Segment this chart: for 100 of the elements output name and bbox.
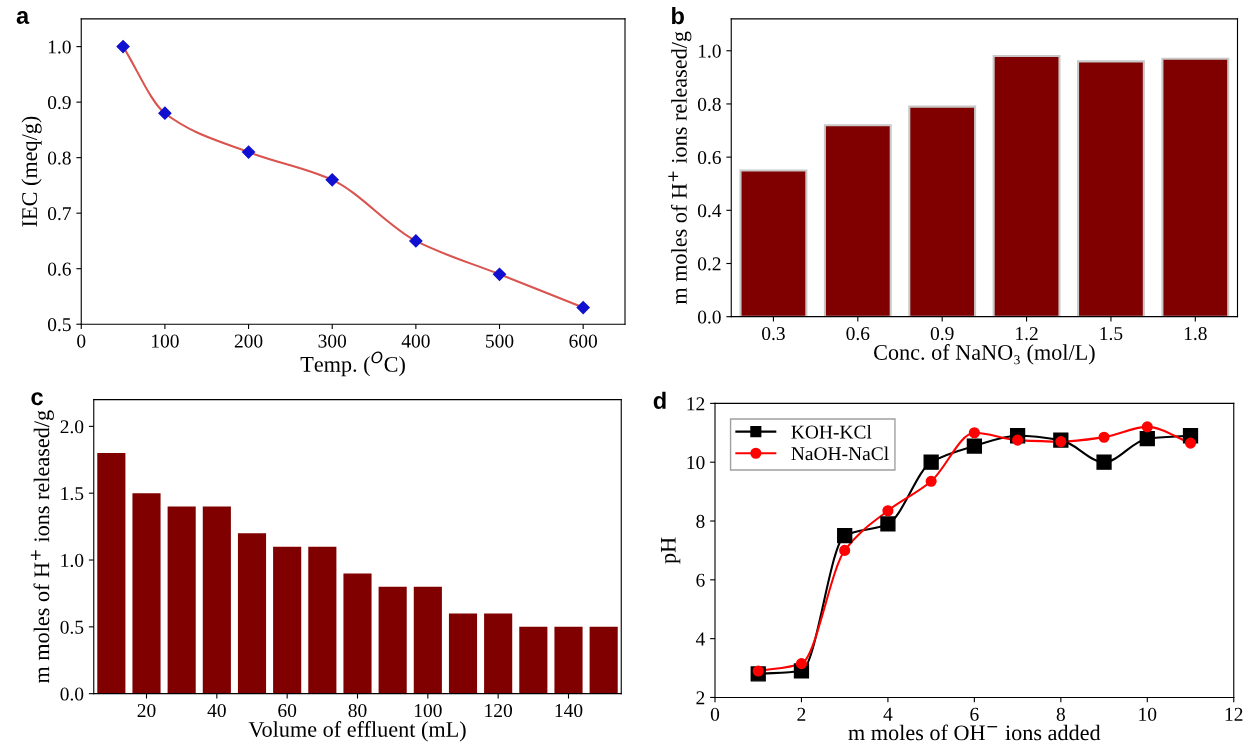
- y-tick-label: 1.0: [48, 40, 71, 54]
- bar: [992, 55, 1061, 317]
- y-tick-label: 1.0: [698, 44, 721, 58]
- bar: [448, 613, 478, 694]
- x-tick-label: 20: [137, 703, 156, 718]
- point: [325, 173, 339, 187]
- y-tick-label: 0.4: [697, 204, 722, 218]
- y-tick-label: 2.0: [60, 420, 84, 434]
- bar: [308, 546, 337, 694]
- x-tick-label: 6: [970, 707, 979, 721]
- x-tick-label: 80: [348, 703, 367, 718]
- x-axis-title: Temp. ($^{O}$C): [300, 351, 405, 377]
- point: [839, 544, 851, 556]
- x-tick-label: 100: [414, 703, 442, 718]
- bar: [554, 626, 583, 694]
- x-tick-label: 2: [797, 707, 806, 721]
- chart-title: b: [672, 6, 684, 25]
- y-tick-label: 0.7: [47, 206, 71, 221]
- point: [795, 658, 808, 670]
- y-tick-label: 0.0: [60, 687, 84, 701]
- x-tick-label: 40: [207, 703, 226, 718]
- bar: [343, 573, 372, 694]
- y-tick-label: 6: [696, 573, 705, 587]
- legend-label: NaOH-NaCl: [791, 446, 889, 461]
- y-tick-label: 10: [687, 456, 705, 470]
- bar: [908, 105, 977, 317]
- point: [1184, 437, 1197, 449]
- point: [1096, 454, 1112, 470]
- bar: [589, 626, 618, 694]
- point: [925, 475, 937, 487]
- x-tick-label: 0: [710, 707, 720, 721]
- y-tick-label: 0.9: [47, 95, 71, 110]
- x-tick-label: 4: [883, 707, 893, 721]
- x-tick-label: 10: [1139, 707, 1157, 721]
- point: [492, 267, 507, 281]
- bar: [1161, 57, 1230, 317]
- x-axis-title: m moles of OH$^{−}$ ions added: [848, 724, 1101, 741]
- y-axis-title: m moles of H$^{+}$ ions released/g: [668, 31, 692, 305]
- x-tick-label: 500: [486, 334, 514, 348]
- y-tick-label: 0.8: [47, 151, 71, 165]
- x-axis-title: Conc. of NaNO₃ (mol/L): [874, 344, 1095, 365]
- bar: [97, 453, 126, 694]
- x-tick-label: 100: [152, 334, 179, 348]
- x-tick-label: 8: [1056, 707, 1065, 721]
- x-tick-label: 0: [77, 334, 86, 348]
- x-tick-label: 400: [401, 334, 430, 348]
- point: [752, 665, 764, 677]
- y-tick-label: 0.2: [697, 257, 721, 271]
- x-tick-label: 0.6: [846, 326, 870, 341]
- y-tick-label: 0.6: [697, 150, 721, 165]
- legend-label: KOH-KCl: [791, 424, 872, 439]
- chart-title: d: [653, 391, 666, 409]
- point: [1141, 421, 1153, 433]
- point: [158, 106, 172, 120]
- bar: [484, 613, 513, 694]
- x-tick-label: 140: [555, 703, 583, 718]
- point: [966, 438, 983, 454]
- bar: [413, 586, 442, 694]
- y-axis-title: pH: [660, 537, 681, 564]
- x-tick-label: 120: [485, 703, 513, 718]
- y-tick-label: 4: [695, 632, 705, 646]
- x-tick-label: 1.8: [1184, 326, 1207, 341]
- y-tick-label: 0.5: [60, 620, 84, 634]
- chart-title: c: [31, 392, 43, 406]
- point: [923, 454, 939, 470]
- bar: [519, 626, 548, 694]
- x-tick-label: 200: [234, 334, 263, 348]
- x-tick-label: 300: [318, 334, 347, 348]
- point: [880, 516, 896, 532]
- y-tick-label: 8: [696, 514, 705, 528]
- point: [837, 528, 853, 544]
- bar: [167, 506, 196, 694]
- bar: [739, 169, 808, 317]
- bar: [132, 493, 161, 694]
- y-tick-label: 0.8: [697, 97, 721, 111]
- y-axis-title: IEC (meq/g): [21, 116, 42, 227]
- y-tick-label: 0.6: [47, 262, 71, 276]
- chart-title: a: [16, 11, 30, 24]
- y-tick-label: 0.0: [697, 310, 721, 324]
- point: [116, 40, 130, 54]
- x-tick-label: 60: [278, 703, 297, 718]
- point: [968, 427, 980, 439]
- point: [409, 234, 423, 248]
- bar: [273, 546, 302, 694]
- bar: [202, 506, 231, 694]
- y-tick-label: 1.5: [61, 487, 84, 501]
- point: [1139, 431, 1155, 447]
- point: [1098, 431, 1110, 443]
- x-tick-label: 0.3: [762, 326, 785, 341]
- x-tick-label: 600: [569, 334, 598, 348]
- point: [576, 300, 590, 315]
- x-tick-label: 12: [1225, 707, 1243, 721]
- y-tick-label: 0.5: [47, 318, 71, 332]
- x-tick-label: 1.2: [1016, 327, 1038, 341]
- y-tick-label: 2: [696, 691, 705, 705]
- y-tick-label: 1.0: [61, 553, 84, 568]
- point: [1055, 436, 1067, 448]
- x-tick-label: 0.9: [930, 326, 954, 341]
- bar: [823, 124, 892, 317]
- bar: [1076, 60, 1145, 317]
